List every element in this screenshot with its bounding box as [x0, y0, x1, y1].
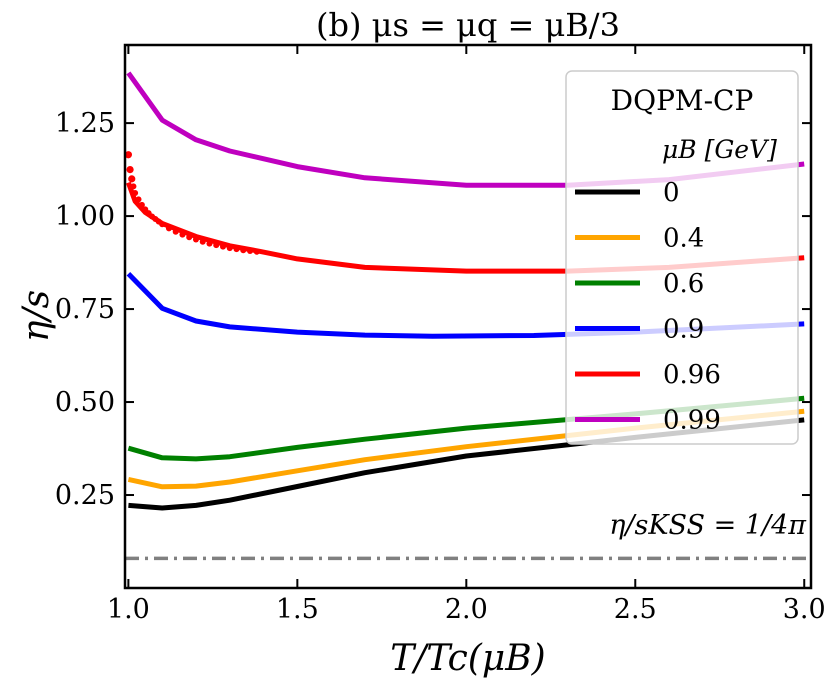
x-tick-label-1: 1.5	[276, 594, 319, 625]
marker-point-3	[130, 183, 137, 190]
marker-point-1	[126, 165, 134, 174]
marker-point-12	[159, 221, 166, 228]
marker-point-15	[179, 231, 186, 238]
marker-point-5	[135, 196, 142, 203]
marker-point-2	[128, 175, 136, 183]
y-tick-label-2: 0.75	[55, 294, 115, 325]
legend-label-0: 0	[663, 178, 680, 208]
marker-point-22	[226, 245, 233, 252]
legend-label-5: 0.99	[663, 406, 721, 436]
x-tick-label-3: 2.5	[614, 594, 657, 625]
marker-point-18	[199, 238, 206, 245]
plot-frame	[123, 43, 813, 590]
marker-point-4	[132, 190, 139, 197]
marker-point-17	[192, 236, 199, 243]
marker-point-24	[240, 247, 247, 254]
marker-point-0	[125, 151, 132, 159]
marker-point-20	[213, 242, 220, 249]
y-tick-label-4: 1.25	[55, 108, 115, 139]
legend-label-1: 0.4	[663, 224, 704, 254]
marker-point-19	[206, 240, 213, 247]
x-axis-label: T/Tc(μB)	[390, 638, 545, 679]
y-tick-label-1: 0.50	[55, 387, 115, 418]
legend-title: DQPM-CP	[611, 84, 754, 117]
x-tick-label-2: 2.0	[445, 594, 488, 625]
x-tick-label-4: 3.0	[783, 594, 826, 625]
kss-annotation: η/sKSS = 1/4π	[609, 510, 807, 541]
chart-title: (b) μs = μq = μB/3	[316, 6, 620, 44]
y-axis-label: η/s	[16, 290, 57, 342]
marker-point-16	[186, 234, 193, 241]
y-tick-label-3: 1.00	[55, 201, 115, 232]
y-tick-label-0: 0.25	[55, 480, 115, 511]
legend-subtitle: μB [GeV]	[662, 135, 777, 164]
x-tick-label-0: 1.0	[107, 594, 150, 625]
legend-box	[565, 70, 799, 445]
marker-point-6	[138, 201, 145, 208]
marker-point-25	[247, 248, 254, 255]
marker-point-21	[220, 243, 226, 250]
legend-label-3: 0.9	[663, 315, 704, 345]
marker-point-14	[172, 228, 179, 235]
marker-point-23	[233, 246, 240, 253]
legend-label-4: 0.96	[663, 360, 721, 390]
legend-label-2: 0.6	[663, 269, 704, 299]
marker-point-13	[165, 225, 172, 232]
marker-point-26	[253, 248, 260, 255]
